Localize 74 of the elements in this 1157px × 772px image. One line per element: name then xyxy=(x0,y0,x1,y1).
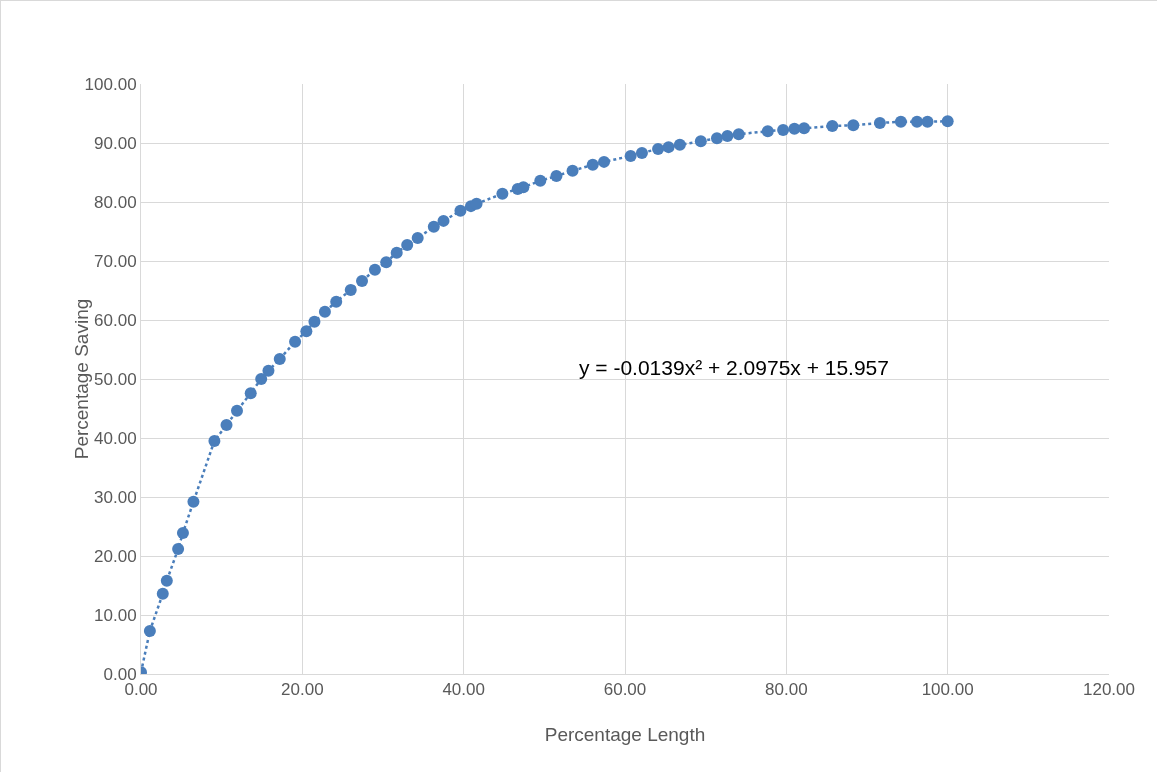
y-tick-label: 90.00 xyxy=(94,133,137,153)
x-axis-title: Percentage Length xyxy=(544,724,706,745)
point xyxy=(566,164,579,177)
point xyxy=(586,158,599,171)
y-tick-label: 80.00 xyxy=(94,192,137,212)
point xyxy=(534,174,547,187)
x-tick-label: 20.00 xyxy=(281,680,324,700)
point xyxy=(662,141,675,154)
point xyxy=(710,132,723,145)
point xyxy=(911,115,924,128)
point xyxy=(873,116,886,129)
y-axis-title: Percentage Saving xyxy=(71,298,93,460)
point xyxy=(172,542,185,555)
point xyxy=(368,263,381,276)
x-tick-label: 120.00 xyxy=(1083,680,1135,700)
point xyxy=(208,434,221,447)
point xyxy=(777,124,790,137)
y-tick-label: 20.00 xyxy=(94,546,137,566)
point xyxy=(255,373,268,385)
point xyxy=(652,142,665,155)
point xyxy=(300,325,313,338)
point xyxy=(550,170,563,183)
point xyxy=(437,214,450,227)
point xyxy=(635,147,648,160)
point xyxy=(921,115,934,128)
y-tick-label: 40.00 xyxy=(94,428,137,448)
point xyxy=(673,138,686,151)
point xyxy=(732,128,745,141)
x-tick-label: 60.00 xyxy=(603,680,647,700)
point xyxy=(176,526,189,539)
y-tick-label: 30.00 xyxy=(94,487,137,507)
point xyxy=(454,204,467,217)
x-tick-label: 80.00 xyxy=(765,680,808,700)
point xyxy=(143,624,156,637)
point xyxy=(941,115,954,128)
point xyxy=(847,119,860,132)
point xyxy=(330,295,343,308)
point xyxy=(156,587,169,600)
point xyxy=(496,187,509,200)
point xyxy=(244,387,257,400)
point xyxy=(289,335,302,348)
point xyxy=(894,115,907,128)
point xyxy=(624,149,637,162)
point xyxy=(694,135,707,148)
point xyxy=(380,256,393,269)
point xyxy=(411,231,424,244)
point xyxy=(318,305,331,318)
point xyxy=(390,246,403,259)
y-tick-label: 60.00 xyxy=(94,310,137,330)
y-tick-label: 70.00 xyxy=(94,251,137,271)
point xyxy=(344,283,357,296)
point xyxy=(598,155,611,168)
point xyxy=(401,239,414,252)
point xyxy=(427,220,440,233)
point xyxy=(220,419,233,432)
point xyxy=(826,119,839,132)
point xyxy=(187,495,200,508)
point xyxy=(761,125,774,138)
point xyxy=(798,122,811,135)
y-tick-label: 50.00 xyxy=(94,369,137,389)
x-tick-label: 100.00 xyxy=(921,680,974,700)
point xyxy=(308,315,321,328)
point xyxy=(517,181,530,194)
point xyxy=(470,197,483,210)
point xyxy=(231,404,243,417)
point xyxy=(721,129,734,142)
annotation: y = -0.0139x² + 2.0975x + 15.957 xyxy=(579,356,889,379)
point xyxy=(356,275,369,288)
point xyxy=(262,364,275,377)
point xyxy=(160,574,173,587)
y-tick-label: 10.00 xyxy=(94,605,137,625)
y-tick-label: 100.00 xyxy=(84,74,137,94)
point xyxy=(273,352,286,365)
x-tick-label: 40.00 xyxy=(442,680,485,700)
